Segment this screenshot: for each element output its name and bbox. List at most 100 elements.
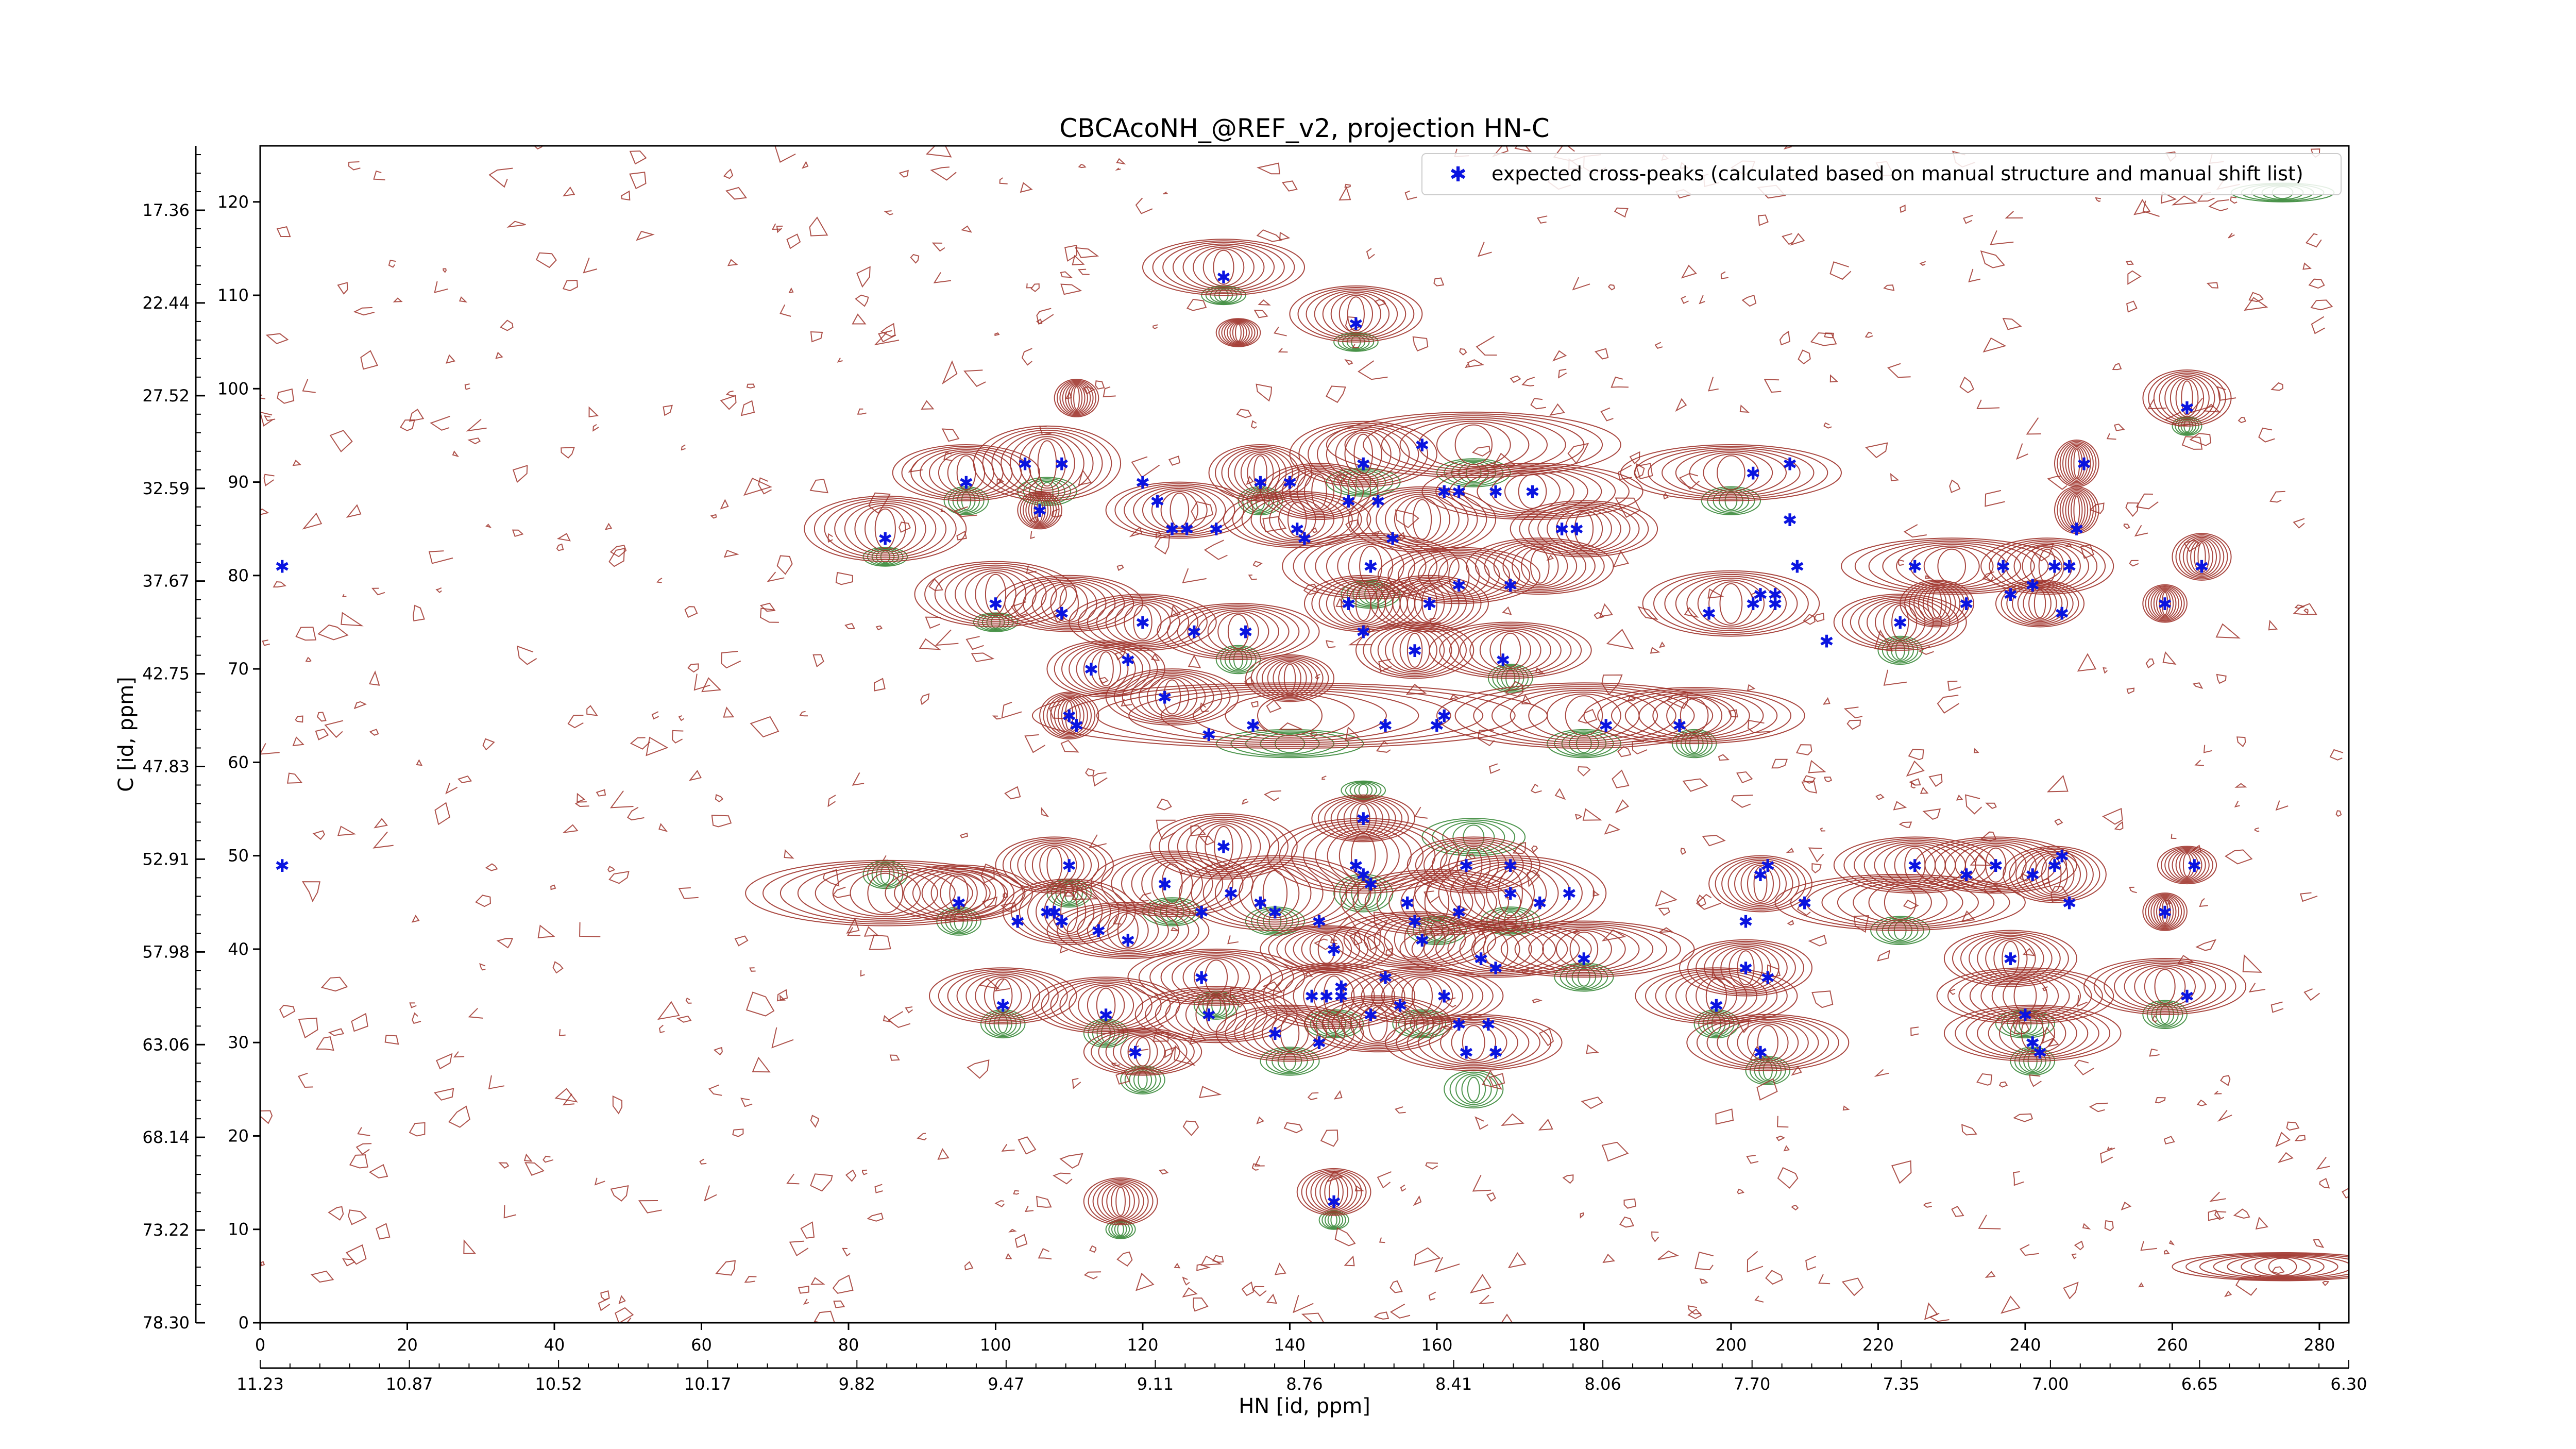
negative-contour [1449,1071,1498,1107]
noise-contour [1657,927,1673,933]
positive-contour [2073,495,2080,525]
noise-contour [1985,1271,1996,1278]
noise-contour [827,533,833,543]
noise-contour [860,970,865,977]
positive-contour [1202,859,1348,927]
noise-contour [1246,475,1254,485]
positive-contour [1235,324,1242,342]
positive-contour [1306,289,1406,340]
noise-contour [2114,821,2124,831]
positive-contour [1141,860,1204,908]
noise-contour [558,1029,566,1036]
noise-contour [1116,564,1124,571]
positive-contour [1514,925,1654,973]
noise-contour [1614,207,1629,218]
peak-marker: ✱ [1760,856,1775,877]
positive-contour [1450,861,1571,925]
x-tick-label: 40 [544,1335,565,1355]
noise-contour [1371,531,1380,536]
noise-contour [905,1006,913,1014]
noise-contour [1747,719,1770,733]
x-ppm-label: 11.23 [236,1374,284,1394]
positive-contour [1757,1025,1778,1060]
noise-contour [262,639,270,646]
positive-contour [1351,832,1376,879]
noise-contour [1156,819,1176,840]
peak-marker: ✱ [1562,884,1577,904]
noise-contour [880,323,896,338]
positive-contour [1170,493,1190,528]
noise-contour [1092,772,1108,787]
noise-contour [2126,260,2134,265]
noise-contour [1898,559,1905,566]
noise-contour [917,1133,927,1141]
positive-contour [1414,584,1445,623]
positive-contour [1394,920,1436,959]
peak-marker: ✱ [1533,893,1548,914]
noise-contour [874,332,900,346]
positive-contour [1028,495,1052,526]
positive-contour [1821,879,1979,926]
noise-contour [873,678,886,692]
noise-contour [1747,1251,1764,1273]
noise-contour [1059,1153,1083,1169]
positive-contour [1350,1003,1406,1045]
positive-contour [1133,604,1153,640]
positive-contour [1370,625,1460,676]
y-tick-label: 90 [228,473,249,492]
noise-contour [2293,603,2317,615]
noise-contour [1919,261,1926,266]
positive-contour [1429,621,1592,679]
noise-contour [1440,1025,1453,1030]
negative-contour [1492,665,1529,692]
positive-contour [1487,922,1681,976]
positive-contour [1241,494,1353,545]
noise-contour [1241,1281,1255,1296]
noise-contour [265,333,289,344]
peak-marker: ✱ [1055,912,1070,933]
y-ppm-label: 73.22 [142,1220,190,1240]
positive-contour [850,871,921,916]
noise-contour [1535,667,1546,675]
positive-contour [1652,695,1736,736]
noise-contour [1968,268,1981,282]
positive-contour [1146,676,1198,718]
noise-contour [277,388,295,404]
y-tick-label: 70 [228,659,249,679]
positive-contour [1498,870,1523,917]
positive-contour [1131,857,1213,910]
noise-contour [910,254,920,264]
x-ppm-label: 8.41 [1435,1374,1472,1394]
positive-contour [2071,494,2083,526]
positive-contour [1162,242,1285,293]
peak-marker: ✱ [1201,725,1216,746]
noise-contour [512,529,524,537]
noise-contour [1655,890,1678,907]
positive-contour [779,863,991,923]
noise-contour [453,1051,465,1058]
y-ppm-label: 22.44 [142,293,190,313]
noise-contour [1842,1105,1850,1111]
positive-contour [1157,603,1320,660]
positive-contour [832,869,939,917]
chart-title: CBCAcoNH_@REF_v2, projection HN-C [1059,113,1550,143]
noise-contour [874,1184,883,1193]
noise-contour [685,997,692,1004]
noise-contour [2248,983,2266,993]
positive-contour [2175,534,2228,580]
noise-contour [1737,1188,1744,1194]
positive-contour [1456,846,1491,884]
noise-contour [2050,886,2069,902]
positive-contour [1719,583,1743,624]
noise-contour [1150,653,1160,662]
noise-contour [2100,1148,2115,1164]
positive-contour [2010,1014,2055,1053]
positive-contour [1043,693,1096,738]
positive-contour [1069,983,1144,1027]
positive-contour [1565,695,1603,736]
noise-contour [693,673,710,691]
noise-contour [2042,1026,2056,1044]
x-ppm-label: 8.76 [1286,1374,1323,1394]
positive-contour [824,499,947,559]
noise-contour [774,146,796,163]
